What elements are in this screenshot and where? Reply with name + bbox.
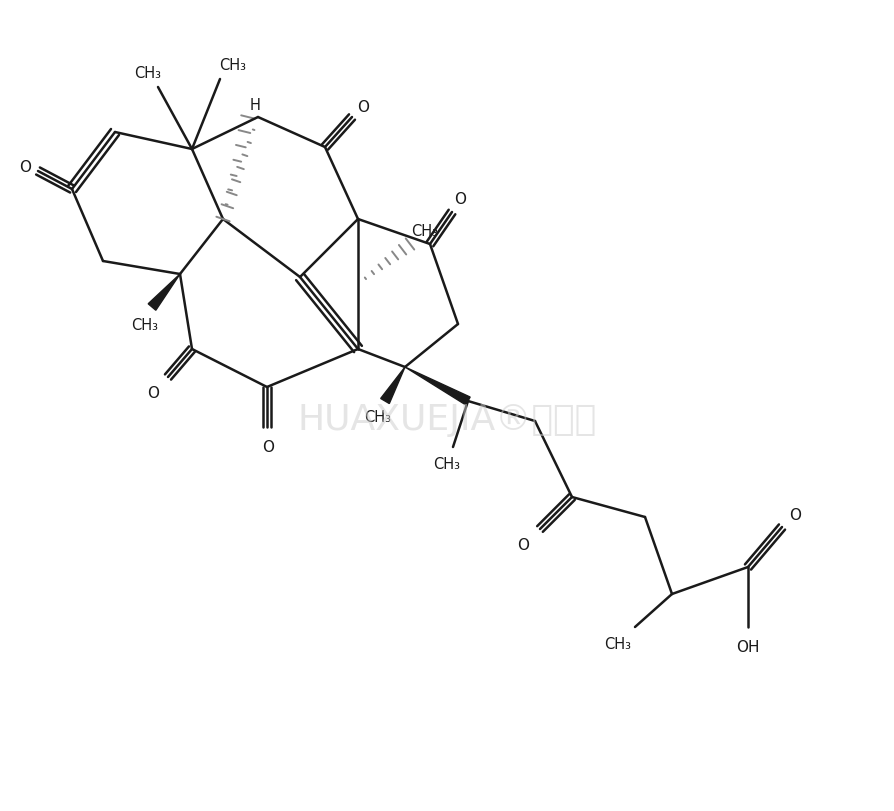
Text: O: O [517, 537, 528, 551]
Text: O: O [147, 385, 159, 400]
Text: CH₃: CH₃ [364, 410, 391, 425]
Text: O: O [262, 440, 274, 455]
Text: CH₃: CH₃ [603, 637, 631, 652]
Text: O: O [453, 192, 466, 208]
Text: O: O [789, 507, 800, 521]
Text: HUAXUEJIA®化学加: HUAXUEJIA®化学加 [297, 402, 596, 436]
Polygon shape [380, 367, 405, 404]
Text: O: O [19, 161, 31, 175]
Polygon shape [148, 275, 180, 311]
Text: OH: OH [736, 640, 759, 654]
Text: CH₃: CH₃ [411, 224, 438, 239]
Text: CH₃: CH₃ [433, 457, 460, 472]
Text: CH₃: CH₃ [131, 317, 158, 332]
Text: H: H [249, 97, 260, 113]
Polygon shape [405, 367, 469, 406]
Text: CH₃: CH₃ [219, 58, 246, 72]
Text: O: O [357, 101, 368, 115]
Text: CH₃: CH₃ [134, 67, 161, 81]
